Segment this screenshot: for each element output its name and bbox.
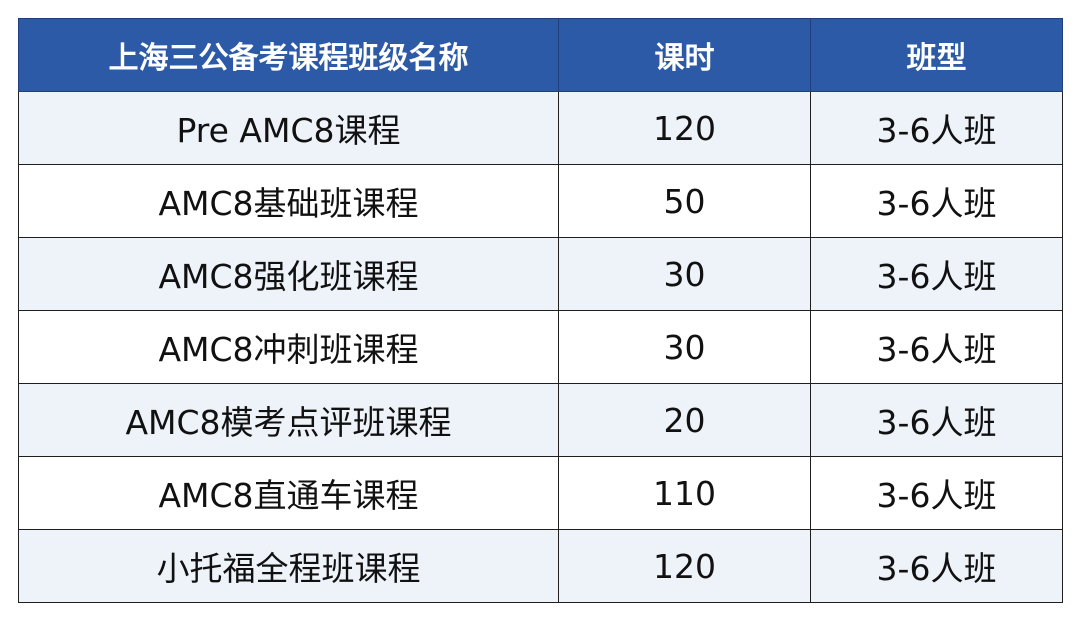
table-row: AMC8冲刺班课程 30 3-6人班 bbox=[18, 310, 1063, 384]
header-hours: 课时 bbox=[558, 18, 811, 92]
table-row: AMC8直通车课程 110 3-6人班 bbox=[18, 456, 1063, 530]
table-row: AMC8基础班课程 50 3-6人班 bbox=[18, 164, 1063, 238]
class-type-cell: 3-6人班 bbox=[810, 456, 1063, 530]
hours-cell: 20 bbox=[558, 383, 811, 457]
class-type-cell: 3-6人班 bbox=[810, 164, 1063, 238]
class-type-cell: 3-6人班 bbox=[810, 310, 1063, 384]
hours-cell: 50 bbox=[558, 164, 811, 238]
course-name-cell: Pre AMC8课程 bbox=[18, 91, 559, 165]
table-body: Pre AMC8课程 120 3-6人班 AMC8基础班课程 50 3-6人班 … bbox=[18, 91, 1063, 603]
course-name-cell: AMC8直通车课程 bbox=[18, 456, 559, 530]
header-course-name: 上海三公备考课程班级名称 bbox=[18, 18, 559, 92]
course-name-cell: AMC8模考点评班课程 bbox=[18, 383, 559, 457]
table-row: 小托福全程班课程 120 3-6人班 bbox=[18, 529, 1063, 603]
header-class-type: 班型 bbox=[810, 18, 1063, 92]
table-header: 上海三公备考课程班级名称 课时 班型 bbox=[18, 18, 1063, 92]
course-table: 上海三公备考课程班级名称 课时 班型 Pre AMC8课程 120 3-6人班 … bbox=[18, 18, 1063, 603]
class-type-cell: 3-6人班 bbox=[810, 237, 1063, 311]
course-name-cell: AMC8基础班课程 bbox=[18, 164, 559, 238]
class-type-cell: 3-6人班 bbox=[810, 383, 1063, 457]
course-name-cell: AMC8强化班课程 bbox=[18, 237, 559, 311]
table-row: AMC8强化班课程 30 3-6人班 bbox=[18, 237, 1063, 311]
header-row: 上海三公备考课程班级名称 课时 班型 bbox=[18, 18, 1063, 92]
class-type-cell: 3-6人班 bbox=[810, 529, 1063, 603]
hours-cell: 120 bbox=[558, 91, 811, 165]
hours-cell: 110 bbox=[558, 456, 811, 530]
table-row: Pre AMC8课程 120 3-6人班 bbox=[18, 91, 1063, 165]
hours-cell: 30 bbox=[558, 310, 811, 384]
course-table-container: 上海三公备考课程班级名称 课时 班型 Pre AMC8课程 120 3-6人班 … bbox=[18, 18, 1063, 603]
hours-cell: 30 bbox=[558, 237, 811, 311]
course-name-cell: 小托福全程班课程 bbox=[18, 529, 559, 603]
course-name-cell: AMC8冲刺班课程 bbox=[18, 310, 559, 384]
table-row: AMC8模考点评班课程 20 3-6人班 bbox=[18, 383, 1063, 457]
class-type-cell: 3-6人班 bbox=[810, 91, 1063, 165]
hours-cell: 120 bbox=[558, 529, 811, 603]
